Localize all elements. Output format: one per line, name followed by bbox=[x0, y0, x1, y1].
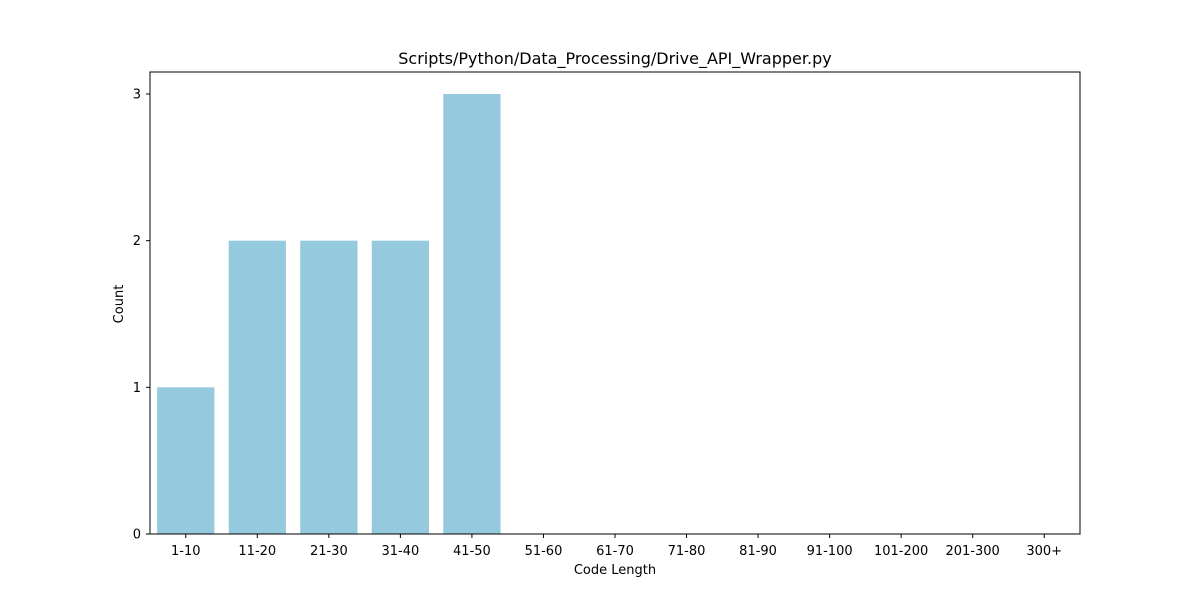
x-tick-label: 61-70 bbox=[596, 544, 634, 559]
x-tick-label: 71-80 bbox=[668, 544, 706, 559]
x-tick-label: 91-100 bbox=[807, 544, 853, 559]
axes-layer: 1-10 11-20 21-30 31-40 41-50 51-60 61-70 71-80 8… bbox=[133, 71, 1081, 559]
x-tick-label: 81-90 bbox=[739, 544, 777, 559]
x-tick-label: 300+ bbox=[1026, 544, 1062, 559]
x-tick-label: 31-40 bbox=[381, 544, 419, 559]
chart-title: Scripts/Python/Data_Processing/Drive_API… bbox=[398, 49, 831, 69]
bar-11-20 bbox=[228, 240, 286, 535]
bar-41-50 bbox=[443, 94, 501, 534]
x-tick-label: 201-300 bbox=[946, 544, 1000, 559]
bar-1-10 bbox=[157, 387, 215, 534]
y-tick-label: 3 bbox=[133, 88, 141, 103]
bar-31-40 bbox=[371, 240, 429, 535]
x-axis-label: Code Length bbox=[574, 563, 656, 578]
x-tick-label: 11-20 bbox=[238, 544, 276, 559]
y-tick-label: 0 bbox=[133, 528, 141, 543]
plot-frame bbox=[149, 71, 1081, 535]
y-tick-label: 1 bbox=[133, 381, 141, 396]
bar-21-30 bbox=[300, 240, 358, 535]
x-tick-label: 1-10 bbox=[171, 544, 201, 559]
y-axis-label: Count bbox=[112, 285, 127, 324]
x-tick-label: 51-60 bbox=[525, 544, 563, 559]
x-tick-label: 21-30 bbox=[310, 544, 348, 559]
x-tick-label: 41-50 bbox=[453, 544, 491, 559]
bars-layer bbox=[157, 94, 501, 535]
y-tick-label: 2 bbox=[133, 234, 141, 249]
x-tick-label: 101-200 bbox=[874, 544, 928, 559]
